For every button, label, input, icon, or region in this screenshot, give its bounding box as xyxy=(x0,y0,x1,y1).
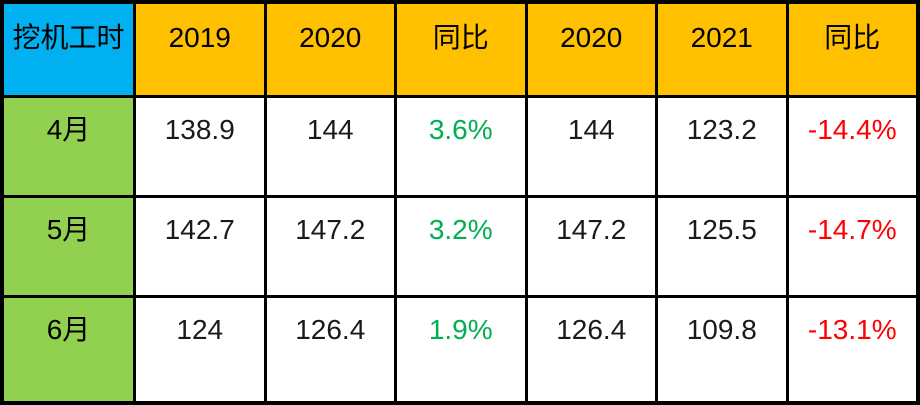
cell-may-2020-a: 147.2 xyxy=(266,198,394,295)
cell-may-2020-b: 147.2 xyxy=(527,198,655,295)
cell-jun-yoy-1: 1.9% xyxy=(397,298,525,401)
cell-may-yoy-2: -14.7% xyxy=(788,198,916,295)
cell-apr-2019: 138.9 xyxy=(136,98,264,195)
column-header-yoy-2: 同比 xyxy=(788,4,916,95)
cell-may-2019: 142.7 xyxy=(136,198,264,295)
cell-may-2021: 125.5 xyxy=(658,198,786,295)
cell-may-yoy-1: 3.2% xyxy=(397,198,525,295)
cell-jun-yoy-2: -13.1% xyxy=(788,298,916,401)
cell-jun-2021: 109.8 xyxy=(658,298,786,401)
column-header-2021: 2021 xyxy=(658,4,786,95)
row-header-june: 6月 xyxy=(4,298,133,401)
cell-apr-2020-a: 144 xyxy=(266,98,394,195)
cell-jun-2019: 124 xyxy=(136,298,264,401)
cell-apr-yoy-1: 3.6% xyxy=(397,98,525,195)
column-header-2020-a: 2020 xyxy=(266,4,394,95)
cell-apr-yoy-2: -14.4% xyxy=(788,98,916,195)
corner-header-cell: 挖机工时 xyxy=(4,4,133,95)
column-header-2020-b: 2020 xyxy=(527,4,655,95)
row-header-april: 4月 xyxy=(4,98,133,195)
column-header-yoy-1: 同比 xyxy=(397,4,525,95)
cell-jun-2020-a: 126.4 xyxy=(266,298,394,401)
row-header-may: 5月 xyxy=(4,198,133,295)
column-header-2019: 2019 xyxy=(136,4,264,95)
cell-apr-2020-b: 144 xyxy=(527,98,655,195)
cell-apr-2021: 123.2 xyxy=(658,98,786,195)
cell-jun-2020-b: 126.4 xyxy=(527,298,655,401)
